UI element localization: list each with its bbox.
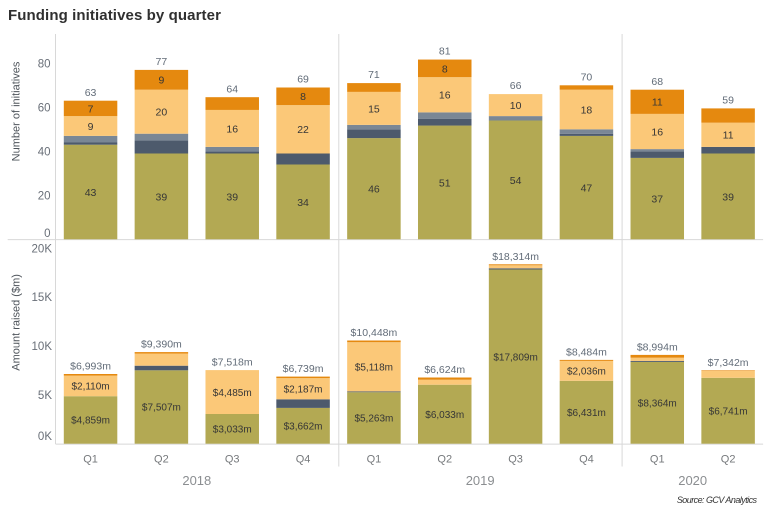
svg-text:9: 9 [158, 75, 164, 87]
svg-text:$4,485m: $4,485m [213, 388, 252, 399]
svg-text:68: 68 [651, 76, 663, 88]
svg-text:71: 71 [368, 69, 380, 81]
svg-text:Q1: Q1 [83, 453, 98, 465]
svg-text:$6,993m: $6,993m [70, 361, 111, 373]
svg-text:37: 37 [651, 194, 663, 206]
svg-text:Funding initiatives by quarter: Funding initiatives by quarter [8, 7, 221, 24]
svg-text:$6,741m: $6,741m [709, 406, 748, 417]
svg-text:63: 63 [85, 87, 97, 99]
svg-text:2019: 2019 [466, 473, 495, 488]
svg-text:22: 22 [297, 124, 309, 136]
svg-text:$6,624m: $6,624m [424, 364, 465, 376]
svg-text:7: 7 [88, 103, 94, 115]
svg-text:0: 0 [44, 228, 50, 240]
svg-text:$6,739m: $6,739m [283, 363, 324, 375]
svg-text:59: 59 [722, 95, 734, 107]
svg-text:Q2: Q2 [154, 453, 169, 465]
svg-text:$10,448m: $10,448m [351, 327, 398, 339]
svg-text:Q2: Q2 [437, 453, 452, 465]
svg-text:39: 39 [226, 191, 238, 203]
svg-text:80: 80 [38, 58, 51, 70]
svg-text:$8,484m: $8,484m [566, 347, 607, 359]
svg-text:9: 9 [88, 121, 94, 133]
svg-text:40: 40 [38, 146, 51, 158]
svg-text:5K: 5K [38, 390, 52, 402]
svg-text:34: 34 [297, 197, 309, 209]
svg-text:10: 10 [510, 100, 522, 112]
svg-text:54: 54 [510, 175, 522, 187]
svg-text:15: 15 [368, 103, 380, 115]
svg-text:$7,342m: $7,342m [708, 357, 749, 369]
svg-text:$7,507m: $7,507m [142, 403, 181, 414]
svg-text:16: 16 [439, 90, 451, 102]
svg-text:Q1: Q1 [367, 453, 382, 465]
svg-text:11: 11 [723, 130, 734, 142]
svg-text:0K: 0K [38, 431, 52, 443]
svg-text:20: 20 [156, 107, 168, 119]
svg-text:Number of initiatives: Number of initiatives [11, 61, 23, 161]
svg-text:$18,314m: $18,314m [492, 251, 539, 263]
svg-text:20K: 20K [32, 244, 53, 256]
svg-text:51: 51 [439, 177, 451, 189]
svg-text:Amount raised ($m): Amount raised ($m) [11, 274, 23, 371]
svg-text:81: 81 [439, 46, 451, 58]
svg-text:2020: 2020 [678, 473, 707, 488]
svg-text:70: 70 [581, 71, 593, 83]
svg-text:$2,110m: $2,110m [71, 382, 109, 393]
svg-text:77: 77 [156, 56, 168, 68]
svg-text:39: 39 [722, 191, 734, 203]
svg-text:$17,809m: $17,809m [493, 352, 537, 363]
svg-text:64: 64 [226, 83, 238, 95]
svg-text:$8,364m: $8,364m [638, 399, 677, 410]
svg-text:10K: 10K [32, 341, 53, 353]
svg-text:47: 47 [581, 183, 593, 195]
svg-text:11: 11 [652, 97, 663, 109]
svg-text:66: 66 [510, 80, 522, 92]
svg-text:$2,187m: $2,187m [284, 384, 323, 395]
svg-text:$3,033m: $3,033m [213, 425, 252, 436]
svg-text:$9,390m: $9,390m [141, 339, 182, 351]
svg-text:18: 18 [581, 104, 593, 116]
svg-text:2018: 2018 [182, 473, 211, 488]
svg-text:60: 60 [38, 102, 51, 114]
svg-text:46: 46 [368, 184, 380, 196]
svg-text:Q4: Q4 [296, 453, 311, 465]
svg-text:69: 69 [297, 74, 309, 86]
svg-text:16: 16 [226, 123, 238, 135]
svg-text:43: 43 [85, 187, 97, 199]
svg-text:8: 8 [300, 91, 306, 103]
svg-text:Q1: Q1 [650, 453, 665, 465]
svg-text:$5,118m: $5,118m [355, 363, 393, 374]
svg-text:Q3: Q3 [225, 453, 240, 465]
svg-text:$5,263m: $5,263m [354, 414, 393, 425]
svg-text:$4,859m: $4,859m [71, 416, 110, 427]
svg-text:Q2: Q2 [721, 453, 736, 465]
svg-text:Source: GCV Analytics: Source: GCV Analytics [677, 495, 758, 505]
svg-text:39: 39 [156, 191, 168, 203]
svg-text:20: 20 [38, 190, 51, 202]
svg-text:$2,036m: $2,036m [567, 367, 606, 378]
svg-text:$3,662m: $3,662m [284, 422, 323, 433]
svg-text:$6,033m: $6,033m [425, 410, 464, 421]
svg-text:$7,518m: $7,518m [212, 357, 253, 369]
svg-text:Q4: Q4 [579, 453, 594, 465]
svg-text:$6,431m: $6,431m [567, 408, 606, 419]
svg-text:15K: 15K [32, 292, 53, 304]
svg-text:8: 8 [442, 63, 448, 75]
svg-text:$8,994m: $8,994m [637, 342, 678, 354]
svg-text:Q3: Q3 [508, 453, 523, 465]
svg-text:16: 16 [651, 126, 663, 138]
